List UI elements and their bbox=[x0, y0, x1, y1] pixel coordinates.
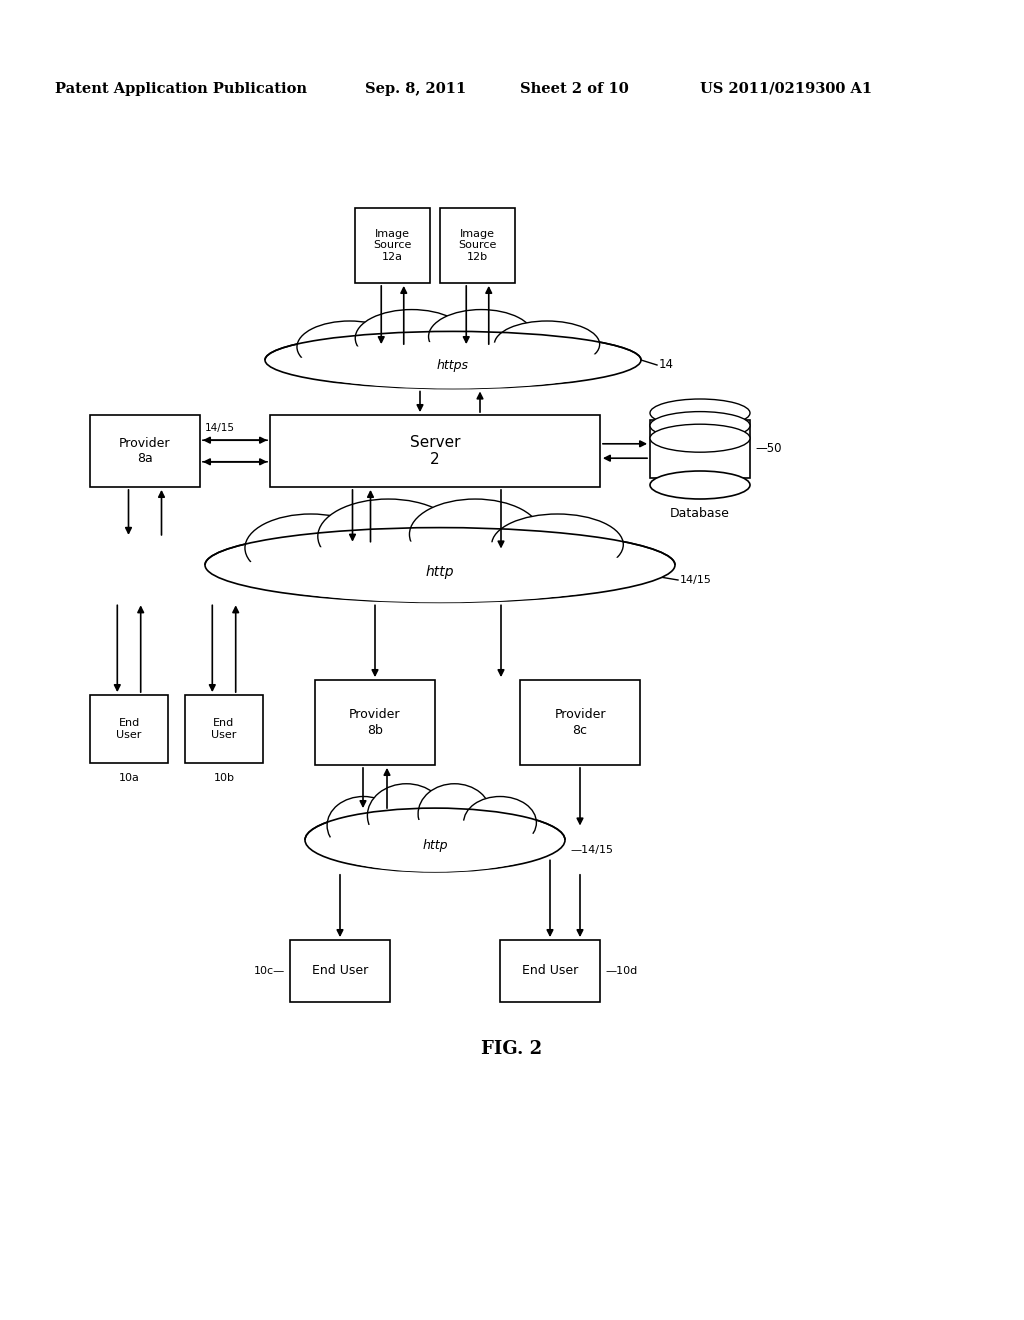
Text: Sheet 2 of 10: Sheet 2 of 10 bbox=[520, 82, 629, 96]
Text: https: https bbox=[437, 359, 469, 372]
Bar bbox=[185, 696, 263, 763]
Ellipse shape bbox=[241, 541, 640, 602]
Bar bbox=[315, 680, 435, 766]
Ellipse shape bbox=[650, 412, 750, 440]
Ellipse shape bbox=[492, 513, 624, 576]
Ellipse shape bbox=[410, 499, 541, 570]
Text: FIG. 2: FIG. 2 bbox=[481, 1040, 543, 1059]
Text: 14/15: 14/15 bbox=[680, 576, 712, 585]
Ellipse shape bbox=[650, 424, 750, 453]
Text: http: http bbox=[422, 840, 447, 853]
Bar bbox=[290, 940, 390, 1002]
Text: End
User: End User bbox=[211, 718, 237, 739]
Bar bbox=[90, 414, 200, 487]
Bar bbox=[90, 696, 168, 763]
Text: Image
Source
12a: Image Source 12a bbox=[374, 228, 412, 263]
Bar bbox=[440, 209, 515, 282]
Text: US 2011/0219300 A1: US 2011/0219300 A1 bbox=[700, 82, 872, 96]
Text: Provider
8b: Provider 8b bbox=[349, 709, 400, 737]
Bar bbox=[650, 420, 750, 478]
Ellipse shape bbox=[317, 499, 459, 574]
Text: —10d: —10d bbox=[605, 966, 637, 975]
Bar bbox=[270, 414, 600, 487]
Text: 14: 14 bbox=[659, 359, 674, 371]
Ellipse shape bbox=[650, 399, 750, 426]
Text: Provider
8a: Provider 8a bbox=[119, 437, 171, 465]
Ellipse shape bbox=[325, 820, 546, 873]
Text: —14/15: —14/15 bbox=[570, 845, 613, 855]
Text: Server
2: Server 2 bbox=[410, 434, 460, 467]
Ellipse shape bbox=[205, 528, 675, 602]
Text: End User: End User bbox=[312, 965, 368, 978]
Text: End User: End User bbox=[522, 965, 579, 978]
Ellipse shape bbox=[368, 784, 445, 847]
Ellipse shape bbox=[650, 471, 750, 499]
Text: 10b: 10b bbox=[213, 774, 234, 783]
Text: 10c—: 10c— bbox=[254, 966, 285, 975]
Ellipse shape bbox=[495, 321, 600, 368]
Text: —50: —50 bbox=[755, 441, 781, 454]
Text: Patent Application Publication: Patent Application Publication bbox=[55, 82, 307, 96]
Text: 14/15: 14/15 bbox=[205, 422, 234, 433]
Text: http: http bbox=[426, 565, 455, 578]
Bar bbox=[500, 940, 600, 1002]
Bar bbox=[355, 209, 430, 282]
Text: Image
Source
12b: Image Source 12b bbox=[459, 228, 497, 263]
Text: End
User: End User bbox=[117, 718, 141, 739]
Ellipse shape bbox=[245, 513, 377, 582]
Ellipse shape bbox=[265, 331, 641, 388]
Ellipse shape bbox=[297, 321, 402, 374]
Ellipse shape bbox=[464, 796, 537, 849]
Ellipse shape bbox=[327, 796, 400, 854]
Ellipse shape bbox=[418, 784, 490, 843]
Bar bbox=[520, 680, 640, 766]
Ellipse shape bbox=[355, 310, 468, 367]
Text: Database: Database bbox=[670, 507, 730, 520]
Text: Provider
8c: Provider 8c bbox=[554, 709, 606, 737]
Ellipse shape bbox=[429, 310, 534, 363]
Ellipse shape bbox=[305, 808, 565, 873]
Text: 10a: 10a bbox=[119, 774, 139, 783]
Text: Sep. 8, 2011: Sep. 8, 2011 bbox=[365, 82, 466, 96]
Ellipse shape bbox=[293, 342, 612, 388]
